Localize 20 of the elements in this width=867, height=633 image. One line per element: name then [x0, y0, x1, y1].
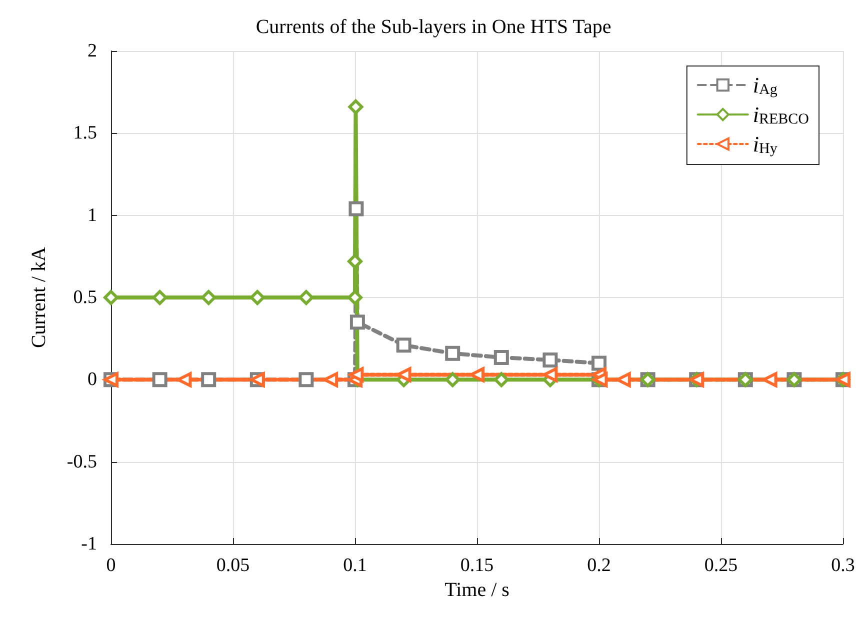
y-tick-label: 0.5 [73, 287, 97, 308]
y-axis-title: Current / kA [28, 246, 50, 348]
y-tick-label: -1 [81, 534, 97, 554]
x-tick-label: 0.25 [704, 555, 738, 576]
legend-label: iREBCO [752, 102, 810, 128]
x-tick-label: 0.2 [587, 555, 611, 576]
y-tick-label: 0 [88, 369, 97, 390]
y-tick-label: 1 [88, 204, 97, 226]
x-tick-label: 0.05 [216, 555, 250, 576]
chart-title: Currents of the Sub-layers in One HTS Tape [256, 16, 612, 38]
x-tick-label: 0 [106, 555, 116, 576]
legend-label: iAg [752, 72, 778, 98]
x-tick-label: 0.1 [343, 555, 367, 576]
x-tick-label: 0.15 [460, 555, 494, 576]
y-tick-label: -0.5 [66, 451, 97, 472]
y-tick-label: 2 [88, 40, 97, 62]
y-tick-label: 1.5 [73, 122, 97, 144]
x-tick-label: 0.3 [831, 555, 855, 576]
x-axis-title: Time / s [444, 578, 510, 601]
legend-label: iHy [752, 132, 778, 157]
